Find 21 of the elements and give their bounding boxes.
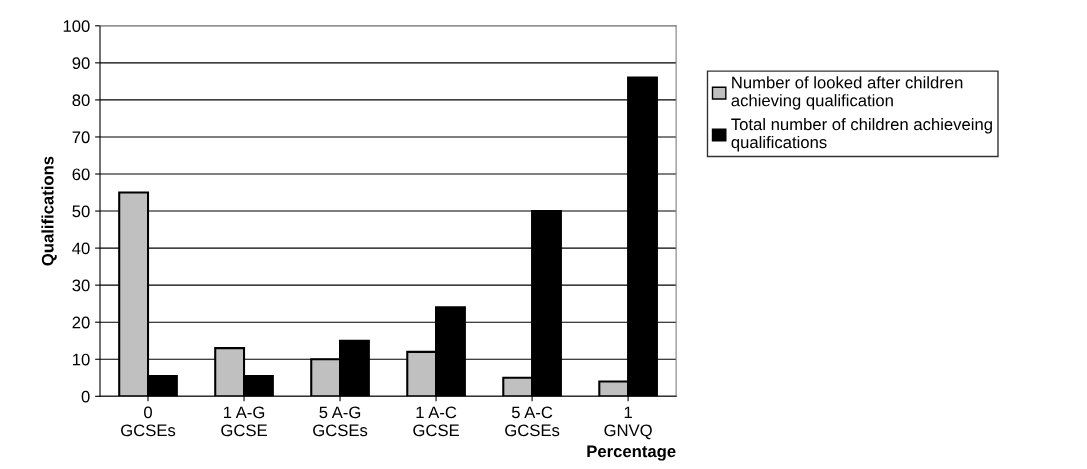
y-tick-label: 100: [63, 20, 90, 32]
y-tick-label: 50: [72, 205, 90, 218]
legend-label: Number of looked after children achieving qualification: [731, 76, 963, 110]
x-tick-label: 5 A-G GCSEs: [313, 406, 368, 437]
x-tick-label: 1 A-G GCSE: [221, 406, 267, 437]
y-tick-label: 40: [72, 242, 90, 255]
y-tick-label: 60: [72, 168, 90, 181]
y-tick-label: 0: [81, 390, 90, 403]
legend-label: Total number of children achieveing qualifications: [731, 118, 992, 152]
x-tick-label: 1 A-C GCSE: [413, 406, 459, 437]
y-tick-label: 30: [72, 279, 90, 292]
x-tick-label: 0 GCSEs: [121, 406, 176, 437]
x-tick-label: 5 A-C GCSEs: [505, 406, 560, 437]
y-tick-label: 90: [72, 57, 90, 70]
x-axis-title: Percentage: [587, 445, 676, 461]
y-tick-label: 20: [72, 316, 90, 329]
y-axis-title: Qualifications: [41, 156, 57, 266]
y-tick-label: 80: [72, 94, 90, 107]
y-tick-label: 10: [73, 353, 90, 366]
x-tick-label: 1 GNVQ: [604, 406, 652, 440]
y-tick-label: 70: [72, 131, 90, 144]
